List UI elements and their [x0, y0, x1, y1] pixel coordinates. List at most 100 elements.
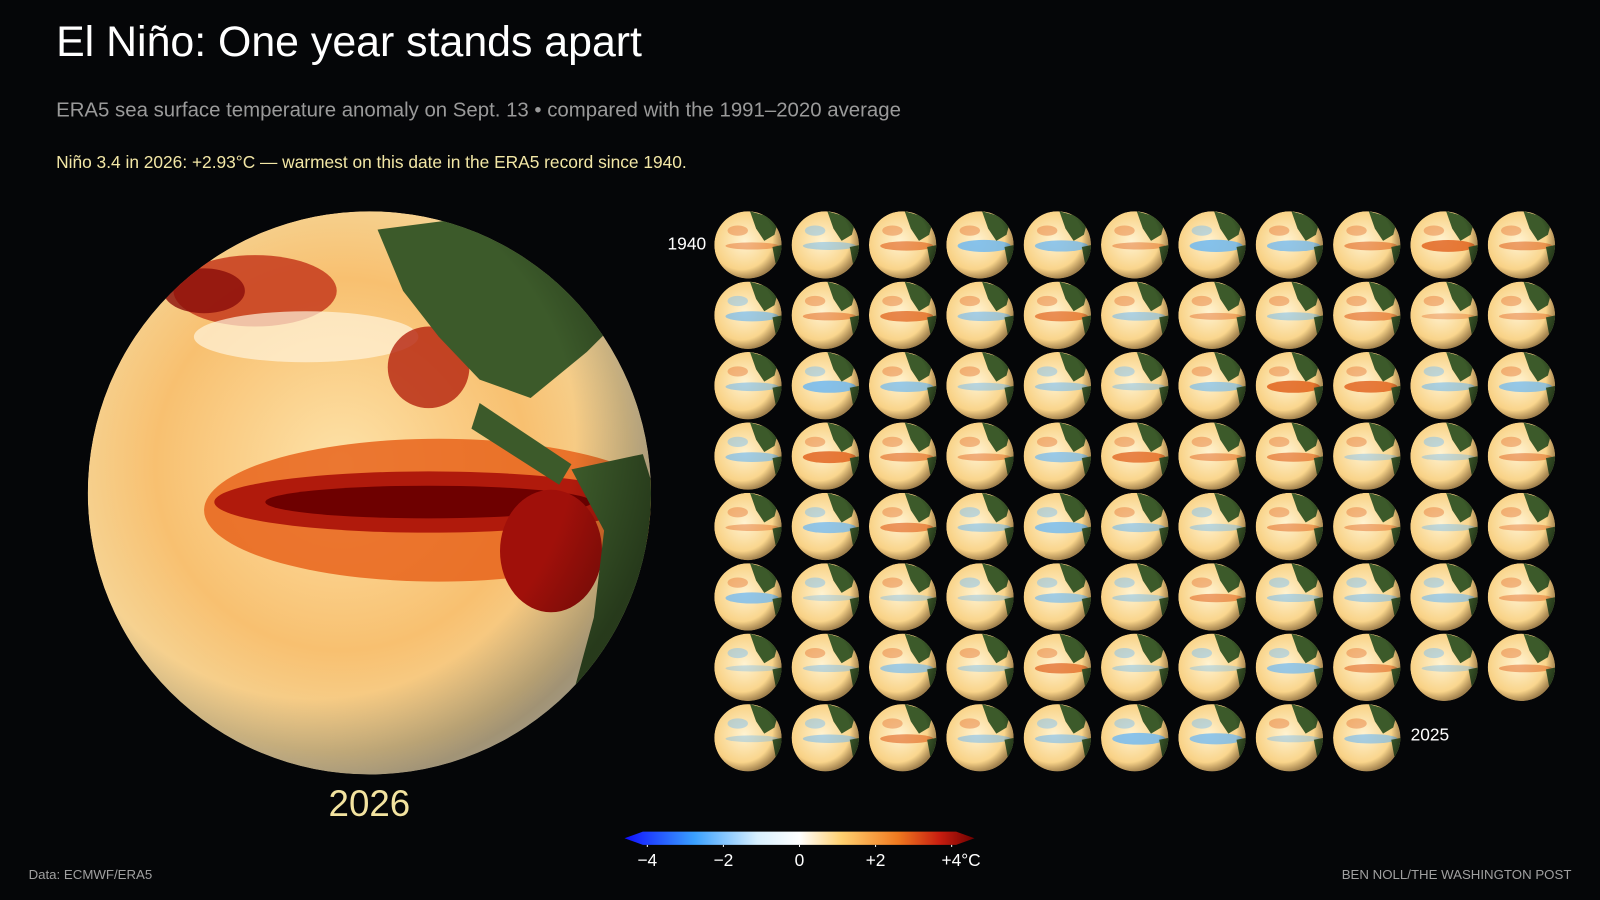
year-globe	[1255, 281, 1324, 349]
year-globe	[714, 633, 782, 702]
first-year-label: 1940	[668, 233, 707, 253]
year-globe	[946, 704, 1014, 772]
year-globe	[791, 211, 859, 279]
year-grid	[714, 211, 1556, 772]
year-globe	[791, 352, 859, 420]
year-globe	[946, 563, 1014, 631]
year-globe	[1178, 352, 1246, 420]
credit: BEN NOLL/THE WASHINGTON POST	[1342, 867, 1572, 882]
year-globe	[946, 422, 1014, 490]
year-globe	[946, 211, 1014, 279]
year-globe	[1178, 492, 1246, 561]
year-globe	[1487, 563, 1556, 631]
year-globe	[791, 633, 859, 702]
year-globe	[791, 281, 859, 349]
year-globe	[1178, 563, 1246, 631]
year-globe	[714, 492, 782, 561]
year-globe	[1333, 704, 1401, 772]
year-globe	[946, 633, 1014, 702]
year-globe	[1487, 422, 1556, 490]
year-globe	[1101, 492, 1169, 561]
year-globe	[714, 352, 782, 420]
year-globe	[868, 492, 937, 561]
year-globe	[791, 563, 859, 631]
year-globe	[1101, 563, 1169, 631]
year-globe	[1333, 633, 1401, 702]
year-globe	[868, 422, 937, 490]
year-globe	[868, 281, 937, 349]
note: Niño 3.4 in 2026: +2.93°C — warmest on t…	[56, 152, 687, 172]
year-globe	[1410, 563, 1478, 631]
year-globe	[1023, 563, 1092, 631]
feature-year: 2026	[329, 783, 411, 824]
year-globe	[714, 704, 782, 772]
colorbar: −4 −2 0 +2 +4°C	[624, 831, 981, 870]
last-year-label: 2025	[1411, 724, 1450, 744]
year-globe	[1255, 704, 1324, 772]
year-globe	[1101, 422, 1169, 490]
year-globe	[946, 352, 1014, 420]
year-globe	[1333, 422, 1401, 490]
year-globe	[1410, 281, 1478, 349]
year-globe	[1410, 633, 1478, 702]
year-globe	[868, 352, 937, 420]
source: Data: ECMWF/ERA5	[29, 867, 153, 882]
year-globe	[1101, 352, 1169, 420]
year-globe	[1255, 352, 1324, 420]
year-globe	[1333, 563, 1401, 631]
year-globe	[1333, 492, 1401, 561]
year-globe	[1101, 704, 1169, 772]
year-globe	[1023, 422, 1092, 490]
year-globe	[714, 211, 782, 279]
year-globe	[1333, 281, 1401, 349]
year-globe	[1023, 211, 1092, 279]
colorbar-tick-label: 0	[795, 850, 805, 870]
year-globe	[1255, 211, 1324, 279]
year-globe	[1487, 633, 1556, 702]
year-globe	[1410, 211, 1478, 279]
year-globe	[1023, 281, 1092, 349]
year-globe	[1333, 352, 1401, 420]
year-globe	[1487, 281, 1556, 349]
year-globe	[1178, 422, 1246, 490]
year-globe	[1255, 633, 1324, 702]
year-globe	[1487, 352, 1556, 420]
year-globe	[868, 633, 937, 702]
colorbar-tick-label: −2	[714, 850, 734, 870]
title: El Niño: One year stands apart	[56, 18, 642, 66]
year-globe	[1101, 211, 1169, 279]
year-globe	[1023, 704, 1092, 772]
year-globe	[868, 211, 937, 279]
year-globe	[1023, 352, 1092, 420]
year-globe	[1178, 211, 1246, 279]
year-globe	[946, 281, 1014, 349]
year-globe	[714, 281, 782, 349]
year-globe	[1178, 633, 1246, 702]
year-globe	[946, 492, 1014, 561]
year-globe	[1410, 352, 1478, 420]
year-globe	[1255, 422, 1324, 490]
year-globe	[1333, 211, 1401, 279]
colorbar-gradient	[624, 831, 975, 845]
year-globe	[868, 563, 937, 631]
year-globe	[1101, 281, 1169, 349]
subtitle: ERA5 sea surface temperature anomaly on …	[56, 100, 901, 122]
feature-globe	[87, 211, 652, 775]
colorbar-tick-label: −4	[637, 850, 657, 870]
year-globe	[1487, 492, 1556, 561]
year-globe	[1023, 492, 1092, 561]
year-globe	[1410, 492, 1478, 561]
year-globe	[714, 422, 782, 490]
year-globe	[1255, 563, 1324, 631]
colorbar-tick-label: +2	[866, 850, 886, 870]
year-globe	[1487, 211, 1556, 279]
year-globe	[791, 422, 859, 490]
year-globe	[1178, 704, 1246, 772]
year-globe	[1101, 633, 1169, 702]
year-globe	[1178, 281, 1246, 349]
year-globe	[1255, 492, 1324, 561]
year-globe	[714, 563, 782, 631]
year-globe	[868, 704, 937, 772]
